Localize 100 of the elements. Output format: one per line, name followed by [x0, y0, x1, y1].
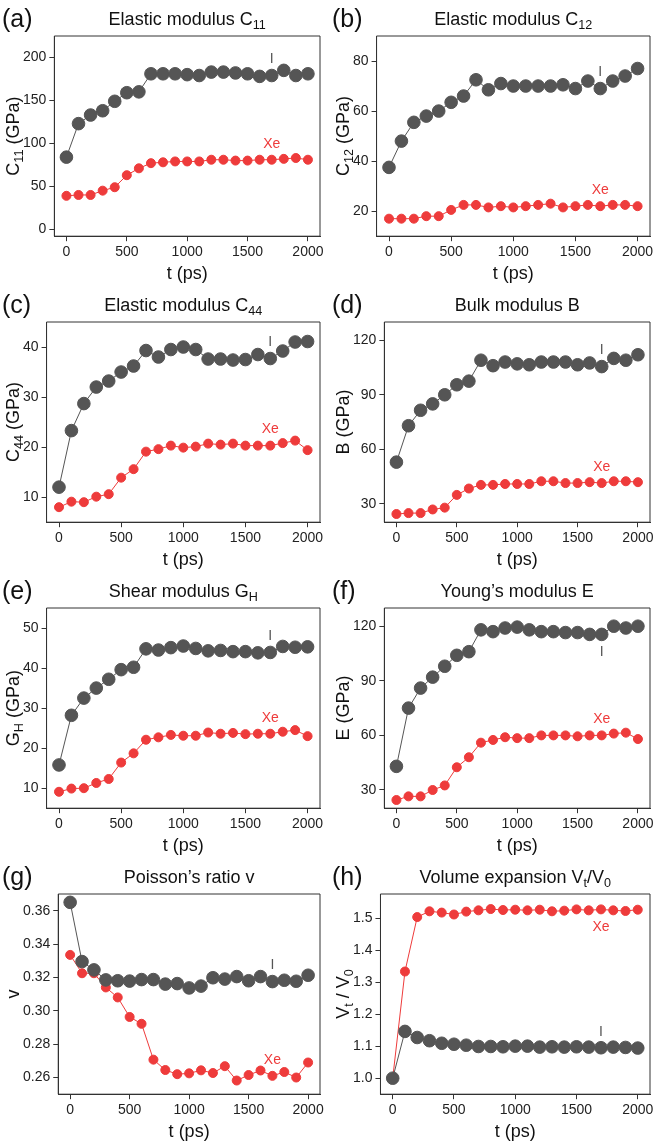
- point: [206, 154, 217, 165]
- x-tick-label: 0: [55, 529, 64, 546]
- point: [216, 65, 231, 79]
- point: [145, 158, 156, 169]
- chart-title: Poisson’s ratio v: [123, 866, 255, 887]
- point: [437, 659, 452, 674]
- series-label: I: [270, 956, 275, 973]
- point: [532, 1040, 547, 1054]
- point: [252, 440, 263, 451]
- point: [301, 968, 315, 983]
- point: [486, 358, 500, 373]
- point: [89, 380, 104, 394]
- point: [231, 1075, 242, 1086]
- point: [263, 645, 278, 660]
- y-tick-label: 1.4: [352, 940, 373, 957]
- y-tick-label: 40: [22, 337, 39, 354]
- y-tick-label: 50: [22, 618, 39, 635]
- point: [594, 1040, 608, 1055]
- y-tick-label: 0.28: [23, 1035, 51, 1052]
- point: [463, 752, 474, 763]
- point: [495, 201, 506, 212]
- point: [581, 74, 595, 88]
- point: [302, 154, 313, 165]
- point: [124, 1011, 135, 1022]
- y-tick-label: 40: [22, 658, 39, 675]
- point: [559, 905, 570, 916]
- point: [630, 1041, 645, 1055]
- x-tick-label: 500: [445, 815, 469, 832]
- text: (a): [2, 3, 33, 32]
- point: [520, 1039, 535, 1053]
- point: [518, 79, 533, 93]
- point: [156, 67, 170, 81]
- x-axis-title: t (ps): [494, 1120, 536, 1141]
- point: [431, 104, 446, 118]
- y-tick-label: 40: [352, 151, 369, 168]
- point: [632, 734, 643, 745]
- point: [172, 1069, 183, 1080]
- point: [52, 758, 66, 772]
- y-tick-label: 90: [360, 671, 377, 688]
- x-tick-label: 1500: [559, 243, 592, 260]
- point: [188, 342, 203, 357]
- point: [474, 623, 488, 637]
- x-tick-label: 1000: [501, 815, 533, 832]
- point: [238, 352, 253, 367]
- point: [605, 74, 620, 88]
- point: [64, 708, 79, 723]
- x-axis-title: t (ps): [168, 1120, 210, 1141]
- point: [170, 976, 185, 991]
- point: [64, 423, 79, 438]
- y-tick-label: 100: [23, 134, 47, 151]
- point: [594, 359, 609, 374]
- series-label: Xe: [263, 134, 281, 151]
- point: [277, 973, 292, 988]
- point: [398, 1024, 412, 1039]
- point: [116, 472, 127, 483]
- point: [120, 85, 134, 100]
- point: [582, 199, 593, 210]
- x-tick-label: 2000: [622, 815, 654, 832]
- point: [66, 783, 77, 794]
- y-tick-label: 0: [38, 220, 47, 237]
- point: [128, 464, 139, 475]
- series-label: I: [599, 643, 604, 660]
- x-tick-label: 1000: [499, 1101, 532, 1118]
- x-tick-label: 0: [385, 243, 394, 260]
- y-tick-label: 20: [22, 739, 39, 755]
- point: [451, 762, 462, 773]
- point: [213, 352, 228, 366]
- point: [531, 79, 545, 93]
- text: (c): [2, 289, 32, 318]
- point: [569, 1039, 584, 1054]
- point: [437, 388, 452, 402]
- point: [520, 201, 531, 212]
- point: [165, 729, 176, 740]
- point: [534, 355, 549, 369]
- point: [240, 440, 251, 451]
- point: [153, 732, 164, 743]
- point: [59, 150, 74, 164]
- point: [447, 1037, 461, 1052]
- y-tick-label: 1.1: [352, 1037, 373, 1054]
- point: [254, 154, 265, 165]
- point: [146, 972, 161, 987]
- y-tick-label: 50: [30, 177, 47, 194]
- point: [148, 1054, 159, 1065]
- point: [522, 905, 533, 916]
- series-label: Xe: [593, 457, 611, 474]
- point: [425, 670, 440, 684]
- point: [632, 201, 643, 212]
- point: [403, 791, 414, 802]
- point: [289, 68, 303, 83]
- x-tick-label: 500: [109, 529, 134, 546]
- point: [594, 627, 609, 642]
- point: [606, 619, 621, 633]
- text: (d): [332, 289, 363, 318]
- point: [139, 343, 153, 358]
- text: (f): [332, 575, 356, 604]
- point: [568, 81, 583, 96]
- series-label: Xe: [591, 181, 610, 198]
- point: [433, 211, 444, 222]
- point: [164, 342, 178, 357]
- point: [277, 438, 288, 449]
